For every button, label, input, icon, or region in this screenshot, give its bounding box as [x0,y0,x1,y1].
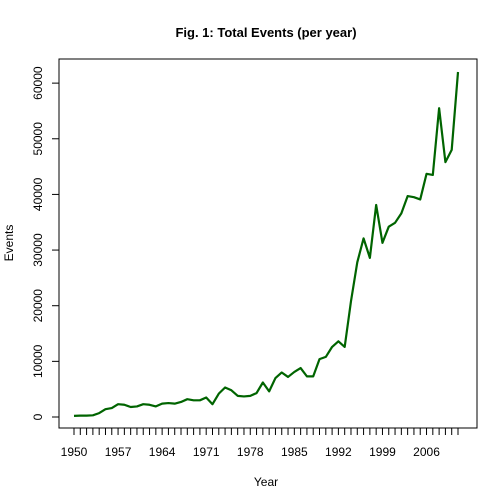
x-tick-label: 1950 [61,445,88,459]
plot-box [58,58,478,429]
y-axis-label: Events [2,225,16,262]
y-tick-label: 0 [31,413,45,420]
y-tick-label: 10000 [31,344,45,378]
x-tick-label: 1999 [369,445,396,459]
x-axis: 1950 1957 1964 1971 1978 1985 1992 1999 2006 [61,427,459,459]
x-tick-label: 1957 [105,445,132,459]
y-tick-label: 30000 [31,233,45,267]
y-tick-label: 20000 [31,289,45,323]
y-tick-label: 60000 [31,66,45,100]
chart-title: Fig. 1: Total Events (per year) [175,25,356,40]
y-tick-label: 40000 [31,177,45,211]
x-tick-label: 2006 [413,445,440,459]
x-axis-label: Year [254,475,278,489]
y-tick-label: 50000 [31,122,45,156]
series-line [73,71,460,417]
y-axis: 0 10000 20000 30000 40000 50000 60000 [31,66,60,420]
series-layer [73,71,460,417]
x-tick-label: 1971 [193,445,220,459]
x-tick-label: 1964 [149,445,176,459]
x-tick-label: 1992 [325,445,352,459]
x-tick-label: 1985 [281,445,308,459]
x-tick-label: 1978 [237,445,264,459]
